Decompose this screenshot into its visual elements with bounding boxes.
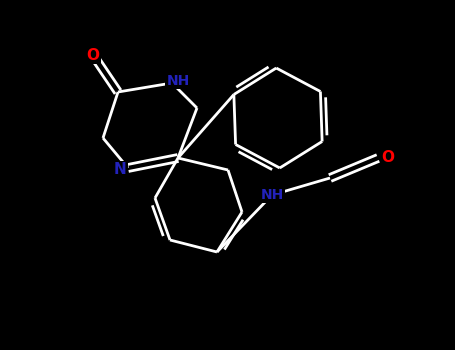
Text: NH: NH [167, 74, 190, 88]
Text: NH: NH [260, 188, 283, 202]
Text: O: O [381, 150, 394, 166]
Text: N: N [114, 162, 126, 177]
Text: O: O [86, 48, 100, 63]
